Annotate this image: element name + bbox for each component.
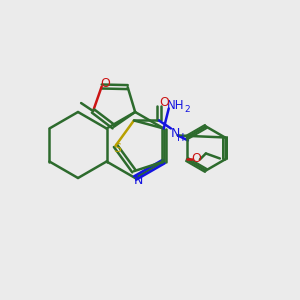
Text: O: O [159, 96, 169, 109]
Text: NH: NH [167, 99, 184, 112]
Text: H: H [177, 134, 184, 143]
Text: O: O [191, 152, 201, 165]
Text: S: S [113, 142, 122, 155]
Text: N: N [171, 127, 181, 140]
Text: 2: 2 [184, 105, 190, 114]
Text: N: N [134, 175, 143, 188]
Text: O: O [100, 77, 110, 90]
